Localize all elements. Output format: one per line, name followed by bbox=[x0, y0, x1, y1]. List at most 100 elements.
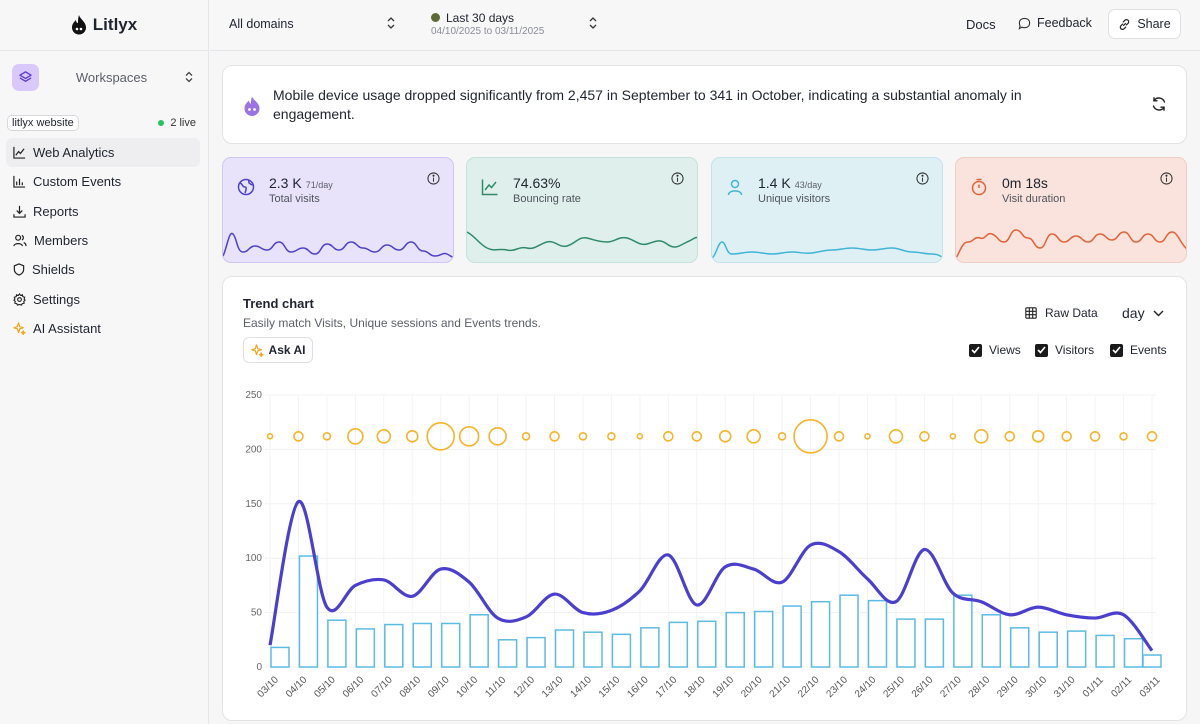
sparkle-icon bbox=[250, 343, 264, 357]
bar bbox=[611, 633, 632, 668]
bar bbox=[497, 639, 518, 668]
event-bubble bbox=[376, 429, 392, 444]
kpi-visit-duration[interactable]: 0m 18s Visit duration bbox=[955, 157, 1187, 263]
bar bbox=[810, 600, 831, 668]
layers-icon bbox=[12, 63, 39, 91]
kpi-unique-visitors[interactable]: 1.4 K 43/day Unique visitors bbox=[711, 157, 943, 263]
x-tick-label: 16/10 bbox=[625, 674, 651, 700]
ask-ai-button[interactable]: Ask AI bbox=[243, 337, 313, 363]
live-count: 2 live bbox=[170, 117, 196, 129]
granularity-select[interactable]: day bbox=[1122, 305, 1164, 321]
bar bbox=[1123, 637, 1144, 668]
bar bbox=[469, 614, 489, 668]
event-bubble bbox=[919, 431, 930, 442]
event-bubble bbox=[426, 422, 456, 451]
granularity-value: day bbox=[1122, 305, 1145, 321]
chevron-updown-icon[interactable] bbox=[386, 16, 396, 30]
share-button[interactable]: Share bbox=[1108, 9, 1181, 39]
domain-selector[interactable]: All domains bbox=[229, 17, 294, 31]
x-tick-label: 28/10 bbox=[967, 674, 993, 700]
workspace-selector[interactable]: Workspaces bbox=[12, 62, 194, 92]
globe-icon bbox=[237, 178, 255, 196]
bar bbox=[839, 594, 859, 668]
bar-chart-icon bbox=[13, 176, 26, 189]
x-tick-label: 10/10 bbox=[455, 674, 481, 700]
ai-insight-card: Mobile device usage dropped significantl… bbox=[222, 65, 1187, 144]
bar bbox=[697, 620, 717, 668]
bar bbox=[1066, 630, 1087, 668]
sidebar-item-web-analytics[interactable]: Web Analytics bbox=[6, 138, 200, 168]
project-chip[interactable]: litlyx website bbox=[7, 115, 79, 131]
kpi-label: Visit duration bbox=[1002, 193, 1066, 205]
sidebar-item-label: Shields bbox=[32, 262, 75, 278]
event-bubble bbox=[458, 426, 480, 447]
docs-link[interactable]: Docs bbox=[966, 17, 996, 32]
x-tick-label: 02/11 bbox=[1109, 674, 1134, 699]
events-checkbox[interactable]: Events bbox=[1110, 343, 1167, 357]
info-icon[interactable] bbox=[916, 172, 929, 185]
event-bubble bbox=[521, 432, 531, 441]
views-checkbox[interactable]: Views bbox=[969, 343, 1021, 357]
y-tick-label: 50 bbox=[251, 608, 263, 619]
x-tick-label: 01/11 bbox=[1081, 674, 1106, 699]
info-icon[interactable] bbox=[671, 172, 684, 185]
sidebar-item-label: AI Assistant bbox=[33, 320, 101, 336]
kpi-value: 1.4 K bbox=[758, 175, 791, 191]
logo[interactable]: Litlyx bbox=[0, 0, 208, 51]
trend-title: Trend chart bbox=[243, 296, 314, 311]
sidebar-item-label: Settings bbox=[33, 291, 80, 307]
event-bubble bbox=[864, 433, 871, 440]
kpi-label: Total visits bbox=[269, 193, 320, 205]
sidebar-item-ai-assistant[interactable]: AI Assistant bbox=[6, 314, 200, 343]
bar bbox=[725, 611, 745, 668]
event-bubble bbox=[1146, 431, 1158, 442]
bar bbox=[270, 646, 290, 668]
x-tick-label: 21/10 bbox=[768, 674, 794, 700]
x-tick-label: 31/10 bbox=[1052, 674, 1078, 700]
period-dot-icon bbox=[431, 13, 440, 22]
event-bubble bbox=[405, 430, 419, 443]
bar bbox=[554, 629, 575, 668]
sidebar-item-custom-events[interactable]: Custom Events bbox=[6, 167, 200, 196]
workspace-label: Workspaces bbox=[75, 69, 148, 85]
kpi-total-visits[interactable]: 2.3 K 71/day Total visits bbox=[222, 157, 454, 263]
refresh-icon[interactable] bbox=[1151, 96, 1167, 112]
feedback-button[interactable]: Feedback bbox=[1018, 16, 1092, 30]
user-icon bbox=[727, 179, 743, 196]
event-bubble bbox=[293, 431, 304, 442]
bar bbox=[640, 627, 660, 668]
event-bubble bbox=[1061, 431, 1072, 442]
event-bubble bbox=[1089, 431, 1101, 442]
x-tick-label: 25/10 bbox=[881, 674, 907, 700]
x-tick-label: 18/10 bbox=[682, 674, 708, 700]
event-bubble bbox=[636, 433, 644, 440]
views-label: Views bbox=[989, 343, 1021, 357]
raw-data-label: Raw Data bbox=[1045, 306, 1098, 320]
visitors-checkbox[interactable]: Visitors bbox=[1035, 343, 1094, 357]
bar bbox=[327, 619, 347, 668]
event-bubble bbox=[793, 419, 828, 454]
trend-icon bbox=[481, 179, 498, 196]
live-indicator: 2 live bbox=[158, 117, 196, 129]
bar bbox=[867, 599, 888, 668]
bar bbox=[668, 621, 689, 668]
sidebar-item-reports[interactable]: Reports bbox=[6, 197, 200, 226]
sidebar-item-members[interactable]: Members bbox=[6, 226, 200, 255]
info-icon[interactable] bbox=[427, 172, 440, 185]
sparkline-unique-visitors bbox=[712, 241, 942, 259]
kpi-value: 74.63% bbox=[513, 175, 561, 191]
x-tick-label: 03/10 bbox=[255, 674, 281, 700]
raw-data-button[interactable]: Raw Data bbox=[1025, 306, 1098, 320]
x-tick-label: 06/10 bbox=[341, 674, 367, 700]
chevron-down-icon bbox=[1153, 310, 1164, 316]
sidebar-item-settings[interactable]: Settings bbox=[6, 284, 200, 313]
chevron-updown-icon[interactable] bbox=[588, 16, 598, 30]
sidebar-item-shields[interactable]: Shields bbox=[6, 255, 200, 284]
kpi-per-day: 71/day bbox=[305, 180, 333, 190]
info-icon[interactable] bbox=[1160, 172, 1173, 185]
feedback-label: Feedback bbox=[1037, 16, 1092, 30]
ask-ai-label: Ask AI bbox=[268, 343, 306, 357]
x-tick-label: 29/10 bbox=[995, 674, 1021, 700]
event-bubble bbox=[691, 431, 703, 442]
kpi-bouncing-rate[interactable]: 74.63% Bouncing rate bbox=[466, 157, 698, 263]
